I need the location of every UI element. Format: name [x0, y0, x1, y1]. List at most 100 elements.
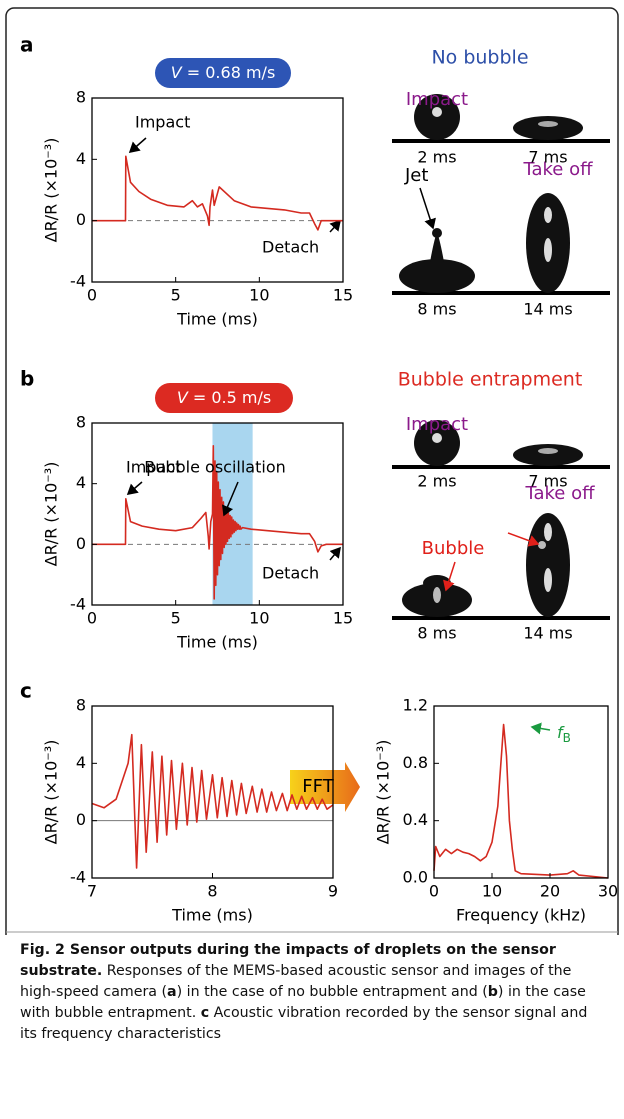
fft-label: FFT	[302, 776, 334, 797]
image-label: Take off	[524, 483, 595, 504]
time-label: 14 ms	[523, 300, 572, 319]
x-axis-label: Time (ms)	[176, 310, 258, 329]
caption-ref: a	[167, 984, 177, 1000]
image-label: Jet	[404, 165, 428, 186]
time-label: 7 ms	[528, 148, 567, 167]
time-label: 8 ms	[417, 624, 456, 643]
y-tick-label: 0.0	[403, 868, 428, 887]
image-label: Bubble	[422, 538, 485, 559]
speed-pill	[155, 383, 293, 413]
annotations: Bubble oscillation Impact Detach	[126, 458, 341, 583]
data-line	[91, 733, 334, 869]
caption-text: Acoustic vibration recorded by the senso…	[20, 1005, 588, 1042]
x-tick-label: 5	[171, 609, 181, 628]
y-tick-label: 1.2	[403, 696, 428, 715]
y-tick-label: -4	[70, 272, 86, 291]
time-label: 7 ms	[528, 472, 567, 491]
x-tick-label: 15	[333, 609, 353, 628]
x-tick-label: 0	[429, 882, 439, 901]
x-tick-label: 10	[249, 286, 269, 305]
y-tick-label: 8	[76, 413, 86, 432]
speed: V = 0.5 m/s	[177, 388, 271, 407]
y-tick-label: 0	[76, 810, 86, 829]
caption-ref: c	[200, 1005, 210, 1021]
time-label: 14 ms	[523, 624, 572, 643]
x-tick-label: 0	[87, 286, 97, 305]
plot-frame	[433, 705, 609, 879]
time-label: 8 ms	[417, 300, 456, 319]
caption-text: ) in the case with bubble entrapment.	[20, 984, 586, 1021]
y-axis-label: ΔR/R (×10⁻³)	[42, 462, 61, 567]
speed: V = 0.68 m/s	[171, 63, 276, 82]
arrow	[221, 481, 239, 517]
data-line	[433, 723, 609, 879]
annotation: Bubble oscillation	[144, 458, 286, 477]
x-tick-label: 30	[598, 882, 618, 901]
time-label: 2 ms	[417, 472, 456, 491]
y-tick-label: -4	[70, 595, 86, 614]
y-tick-label: 4	[76, 473, 86, 492]
arrow	[507, 532, 540, 547]
y-tick-label: 0	[76, 210, 86, 229]
image-label: Impact	[406, 89, 468, 110]
x-tick-label: 20	[540, 882, 560, 901]
image-label: Impact	[406, 414, 468, 435]
y-axis-label: ΔR/R (×10⁻³)	[42, 740, 61, 845]
data-line	[92, 445, 343, 600]
arrow	[128, 137, 147, 153]
condition: No bubble	[431, 47, 528, 69]
x-tick-label: 9	[328, 882, 338, 901]
caption: Fig. 2 Sensor outputs during the impacts…	[20, 940, 606, 1045]
x-tick-label: 15	[333, 286, 353, 305]
camera-images	[392, 420, 610, 620]
plot-frame	[91, 422, 344, 606]
panel-label: b	[20, 367, 34, 391]
arrow	[530, 722, 551, 735]
figure: a V = 0.68 m/s Impact Detach No bubble I…	[5, 7, 619, 935]
y-tick-label: 8	[76, 88, 86, 107]
image-label: Take off	[522, 159, 593, 180]
arrow	[443, 561, 456, 592]
plot-frame	[91, 97, 344, 283]
annotation: fB	[557, 723, 571, 745]
speed-pill	[155, 58, 291, 88]
annotation: Impact	[126, 458, 181, 477]
caption-text: Responses of the MEMS-based acoustic sen…	[20, 963, 572, 1000]
arrow	[329, 546, 341, 561]
arrow	[419, 187, 436, 230]
arrow	[126, 481, 143, 495]
annotation: Detach	[262, 564, 319, 583]
y-axis-label: ΔR/R (×10⁻³)	[374, 740, 393, 845]
x-tick-label: 7	[87, 882, 97, 901]
y-tick-label: -4	[70, 868, 86, 887]
x-tick-label: 10	[482, 882, 502, 901]
y-tick-label: 0	[76, 534, 86, 553]
x-tick-label: 8	[207, 882, 217, 901]
y-tick-label: 4	[76, 753, 86, 772]
data-line	[92, 155, 343, 231]
annotation: Detach	[262, 238, 319, 257]
arrow	[329, 219, 342, 233]
x-axis-label: Time (ms)	[176, 633, 258, 652]
fft-arrow	[290, 762, 360, 812]
x-axis-label: Time (ms)	[171, 906, 253, 925]
x-tick-label: 10	[249, 609, 269, 628]
condition: Bubble entrapment	[398, 369, 583, 391]
y-tick-label: 0.4	[403, 810, 428, 829]
panel-label: c	[20, 679, 32, 703]
time-label: 2 ms	[417, 148, 456, 167]
frame	[5, 7, 619, 935]
caption-ref: b	[487, 984, 498, 1000]
caption-text: ) in the case of no bubble entrapment an…	[176, 984, 488, 1000]
x-axis-label: Frequency (kHz)	[456, 906, 586, 925]
camera-images	[392, 94, 610, 295]
y-tick-label: 4	[76, 149, 86, 168]
x-tick-label: 0	[87, 609, 97, 628]
annotation: Impact	[135, 113, 190, 132]
panel-label: a	[20, 33, 34, 57]
x-tick-label: 5	[171, 286, 181, 305]
y-tick-label: 0.8	[403, 753, 428, 772]
y-tick-label: 8	[76, 696, 86, 715]
